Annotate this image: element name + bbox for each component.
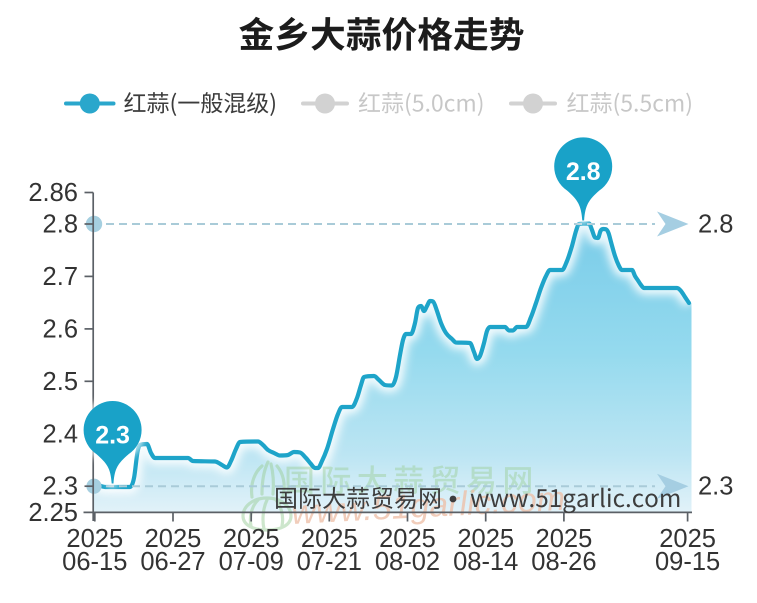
- svg-text:2.25: 2.25: [28, 499, 78, 527]
- svg-text:2.4: 2.4: [43, 420, 78, 448]
- svg-text:2.5: 2.5: [43, 368, 78, 396]
- svg-text:2.8: 2.8: [566, 158, 601, 186]
- svg-text:2.6: 2.6: [43, 315, 78, 343]
- svg-text:2.3: 2.3: [95, 422, 130, 450]
- svg-text:2.8: 2.8: [698, 211, 733, 239]
- svg-text:2.8: 2.8: [43, 211, 78, 239]
- svg-text:2.3: 2.3: [698, 473, 733, 501]
- svg-text:2.3: 2.3: [43, 473, 78, 501]
- svg-text:2.86: 2.86: [28, 179, 78, 207]
- svg-text:2.7: 2.7: [43, 263, 78, 291]
